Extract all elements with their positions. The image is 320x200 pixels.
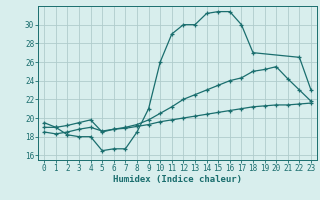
X-axis label: Humidex (Indice chaleur): Humidex (Indice chaleur) bbox=[113, 175, 242, 184]
